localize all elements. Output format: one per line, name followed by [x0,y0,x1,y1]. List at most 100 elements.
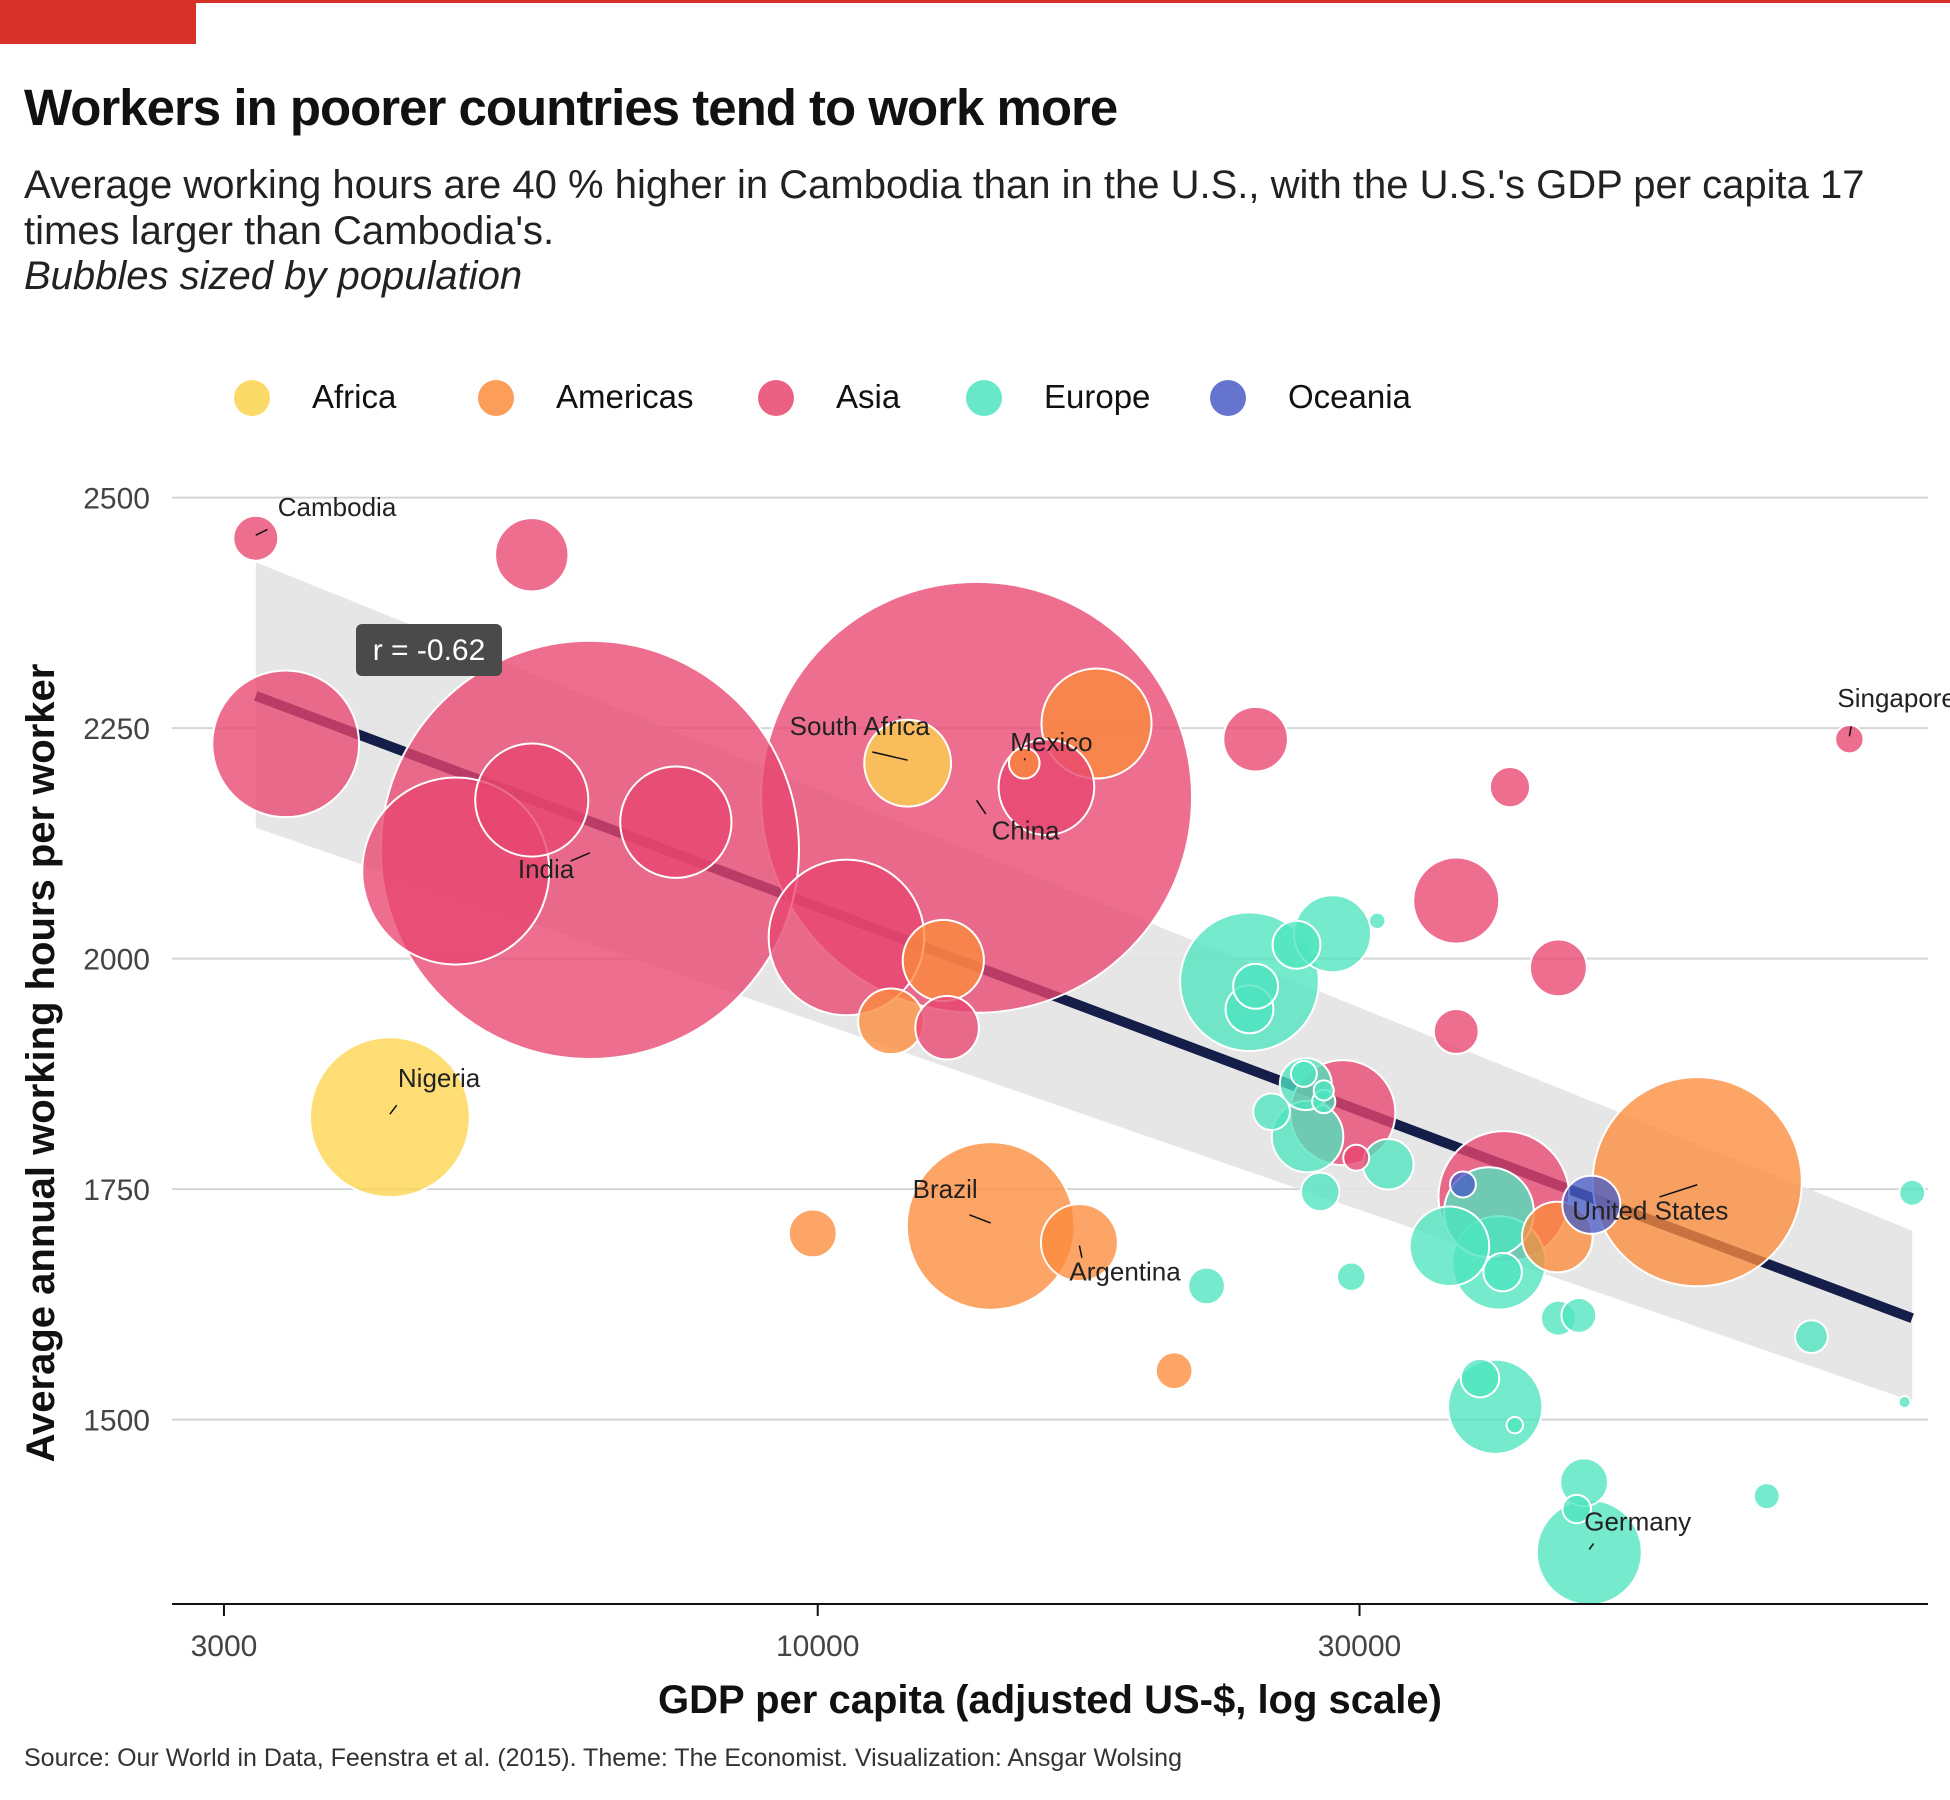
bubble-cambodia [232,514,280,562]
bubble-point [1448,1170,1477,1199]
legend-item-africa: Africa [234,378,397,416]
bubble-point [1289,1059,1318,1088]
bubble-point [1232,962,1280,1010]
leader-line-nigeria [389,1104,398,1115]
country-label-south-africa: South Africa [790,711,931,741]
country-label-united-states: United States [1572,1196,1728,1226]
x-tick-label-30000: 30000 [1318,1630,1401,1663]
leader-line-united-states [1659,1184,1698,1198]
bubble-south-africa [863,718,953,808]
bubble-point [1361,1137,1415,1191]
country-label-nigeria: Nigeria [398,1063,481,1093]
y-axis-title: Average annual working hours per worker [19,664,63,1463]
bubble-argentina [1039,1203,1119,1283]
bubble-point [1187,1266,1226,1306]
x-tick-label-10000: 10000 [776,1630,859,1663]
bubble-point [1312,1079,1335,1102]
y-axis-ticks: 1500 1750 2000 2250 2500 [83,483,150,1438]
country-label-argentina: Argentina [1069,1257,1181,1287]
y-tick-label-1750: 1750 [83,1174,150,1207]
country-label-singapore: Singapore [1837,683,1950,713]
bubble-point [1561,1174,1622,1235]
legend-swatch-asia [758,380,794,416]
legend-label-europe: Europe [1044,378,1150,415]
x-axis: 3000 10000 30000 [172,1603,1928,1663]
chart-subtitle-note: Bubbles sized by population [24,254,523,298]
correlation-badge-bg [356,624,502,676]
bubble-point [1752,1482,1781,1511]
bubble-point [1528,938,1588,998]
x-axis-title: GDP per capita (adjusted US-$, log scale… [658,1678,1442,1722]
correlation-label: r = -0.62 [373,634,486,667]
bubble-point [619,765,733,879]
legend-label-oceania: Oceania [1288,378,1412,415]
bubble-point [914,995,980,1061]
y-tick-label-1500: 1500 [83,1405,150,1438]
bubble-point [1482,1251,1523,1293]
bubble-point [1459,1357,1501,1399]
bubble-point [1368,911,1387,931]
legend-label-americas: Americas [556,378,694,415]
leader-line-china [975,799,987,815]
source-caption: Source: Our World in Data, Feenstra et a… [24,1744,1182,1772]
bubble-point [211,669,361,819]
bubble-point [1271,919,1322,970]
bubble-singapore [1834,724,1865,755]
bubble-point [1299,1171,1341,1213]
country-label-india: India [518,854,575,884]
bubble-point [1897,1395,1912,1410]
bubble-point [474,742,590,858]
bubble-point [1342,1143,1371,1172]
bubble-point [1488,766,1532,809]
bubble-united-states [1591,1076,1803,1288]
country-label-mexico: Mexico [1010,727,1092,757]
bubble-point [1560,1297,1598,1334]
leader-line-germany [1588,1543,1595,1550]
x-tick-label-3000: 3000 [191,1630,258,1663]
y-tick-label-2000: 2000 [83,944,150,977]
leader-line-brazil [969,1214,991,1224]
bubble-point [1898,1178,1927,1207]
bubble-point [1505,1415,1524,1435]
top-accent-tab [0,0,196,44]
leader-line-south-africa [872,751,908,761]
bubble-point [1408,1205,1491,1288]
leader-line-singapore [1848,726,1852,737]
bubble-point [1222,705,1289,773]
bubble-point [1794,1319,1829,1355]
bubble-point [1412,856,1501,945]
bubble-nigeria [308,1036,471,1199]
legend-label-asia: Asia [836,378,901,415]
bubble-point [1561,1493,1592,1525]
country-label-china: China [992,815,1060,845]
country-labels: Cambodia India China Singapore South Africa N… [255,492,1950,1550]
legend-item-americas: Americas [478,378,694,416]
y-tick-label-2500: 2500 [83,483,150,516]
leader-line-mexico [1023,757,1026,761]
chart-title: Workers in poorer countries tend to work… [24,79,1118,136]
country-label-germany: Germany [1584,1506,1691,1536]
leader-line-argentina [1078,1245,1083,1258]
top-accent-rule [0,0,1950,3]
legend-swatch-americas [478,380,514,416]
legend-swatch-europe [966,380,1002,416]
legend-swatch-oceania [1210,380,1246,416]
legend-item-asia: Asia [758,378,901,416]
bubble-point [787,1208,838,1259]
legend-label-africa: Africa [312,378,397,415]
country-label-cambodia: Cambodia [278,492,397,522]
leader-line-india [570,852,591,862]
bubbles [211,514,1927,1606]
legend-item-oceania: Oceania [1210,378,1412,416]
legend-item-europe: Europe [966,378,1150,416]
bubble-point [494,517,570,593]
bubble-point [1432,1008,1480,1055]
bubble-point [1154,1351,1194,1391]
y-tick-label-2250: 2250 [83,713,150,746]
bubble-point [1252,1092,1291,1132]
correlation-badge: r = -0.62 [356,624,502,676]
chart-subtitle: Average working hours are 40 % higher in… [24,163,1865,253]
bubble-point [1336,1261,1367,1292]
bubble-point [901,918,985,1003]
